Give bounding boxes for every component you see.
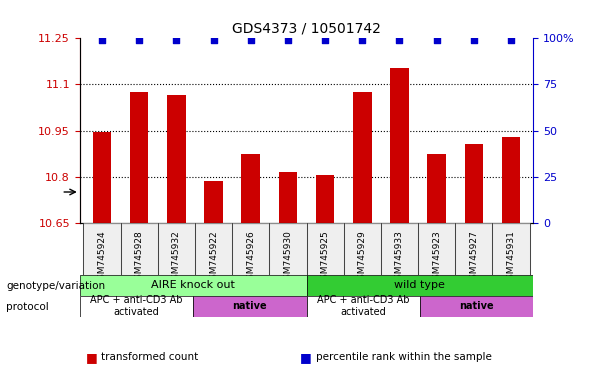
Bar xyxy=(492,223,530,275)
Point xyxy=(283,37,293,43)
Bar xyxy=(167,95,186,223)
Bar xyxy=(242,154,260,223)
Bar xyxy=(306,223,344,275)
Bar xyxy=(269,223,306,275)
Title: GDS4373 / 10501742: GDS4373 / 10501742 xyxy=(232,22,381,36)
FancyBboxPatch shape xyxy=(193,296,306,317)
Bar xyxy=(501,137,520,223)
Text: GSM745923: GSM745923 xyxy=(432,230,441,285)
Text: APC + anti-CD3 Ab
activated: APC + anti-CD3 Ab activated xyxy=(317,295,409,317)
Text: GSM745930: GSM745930 xyxy=(283,230,292,285)
Text: GSM745924: GSM745924 xyxy=(97,230,107,285)
Point xyxy=(357,37,367,43)
Text: APC + anti-CD3 Ab
activated: APC + anti-CD3 Ab activated xyxy=(90,295,183,317)
Point xyxy=(506,37,516,43)
FancyBboxPatch shape xyxy=(420,296,533,317)
Text: native: native xyxy=(459,301,494,311)
Point xyxy=(208,37,218,43)
Bar xyxy=(465,144,483,223)
Text: wild type: wild type xyxy=(395,280,445,290)
Point xyxy=(246,37,256,43)
Bar xyxy=(158,223,195,275)
Bar xyxy=(390,68,409,223)
Bar xyxy=(93,132,112,223)
Point xyxy=(134,37,144,43)
Text: ■: ■ xyxy=(86,351,102,364)
Bar xyxy=(381,223,418,275)
Bar xyxy=(455,223,492,275)
Point xyxy=(172,37,181,43)
FancyBboxPatch shape xyxy=(306,296,420,317)
Bar xyxy=(130,92,148,223)
Text: GSM745925: GSM745925 xyxy=(321,230,330,285)
Text: GSM745929: GSM745929 xyxy=(358,230,367,285)
Bar xyxy=(427,154,446,223)
Text: percentile rank within the sample: percentile rank within the sample xyxy=(316,352,492,362)
Point xyxy=(97,37,107,43)
Text: GSM745927: GSM745927 xyxy=(470,230,478,285)
Text: native: native xyxy=(232,301,267,311)
Bar xyxy=(353,92,371,223)
Bar xyxy=(83,223,121,275)
Bar xyxy=(204,181,223,223)
Text: GSM745931: GSM745931 xyxy=(506,230,516,285)
Bar xyxy=(344,223,381,275)
Text: ■: ■ xyxy=(300,351,316,364)
FancyBboxPatch shape xyxy=(80,296,193,317)
Bar xyxy=(279,172,297,223)
Bar xyxy=(316,175,334,223)
Bar xyxy=(232,223,269,275)
FancyBboxPatch shape xyxy=(306,275,533,296)
Point xyxy=(432,37,441,43)
Bar xyxy=(121,223,158,275)
Bar xyxy=(195,223,232,275)
Text: GSM745926: GSM745926 xyxy=(246,230,255,285)
Text: GSM745932: GSM745932 xyxy=(172,230,181,285)
Point xyxy=(395,37,405,43)
Bar xyxy=(418,223,455,275)
Text: GSM745928: GSM745928 xyxy=(135,230,143,285)
FancyBboxPatch shape xyxy=(80,275,306,296)
Text: GSM745922: GSM745922 xyxy=(209,230,218,285)
Point xyxy=(469,37,479,43)
Point xyxy=(320,37,330,43)
Text: protocol: protocol xyxy=(6,302,49,312)
Text: transformed count: transformed count xyxy=(101,352,199,362)
Text: GSM745933: GSM745933 xyxy=(395,230,404,285)
Text: genotype/variation: genotype/variation xyxy=(6,281,105,291)
Text: AIRE knock out: AIRE knock out xyxy=(151,280,235,290)
